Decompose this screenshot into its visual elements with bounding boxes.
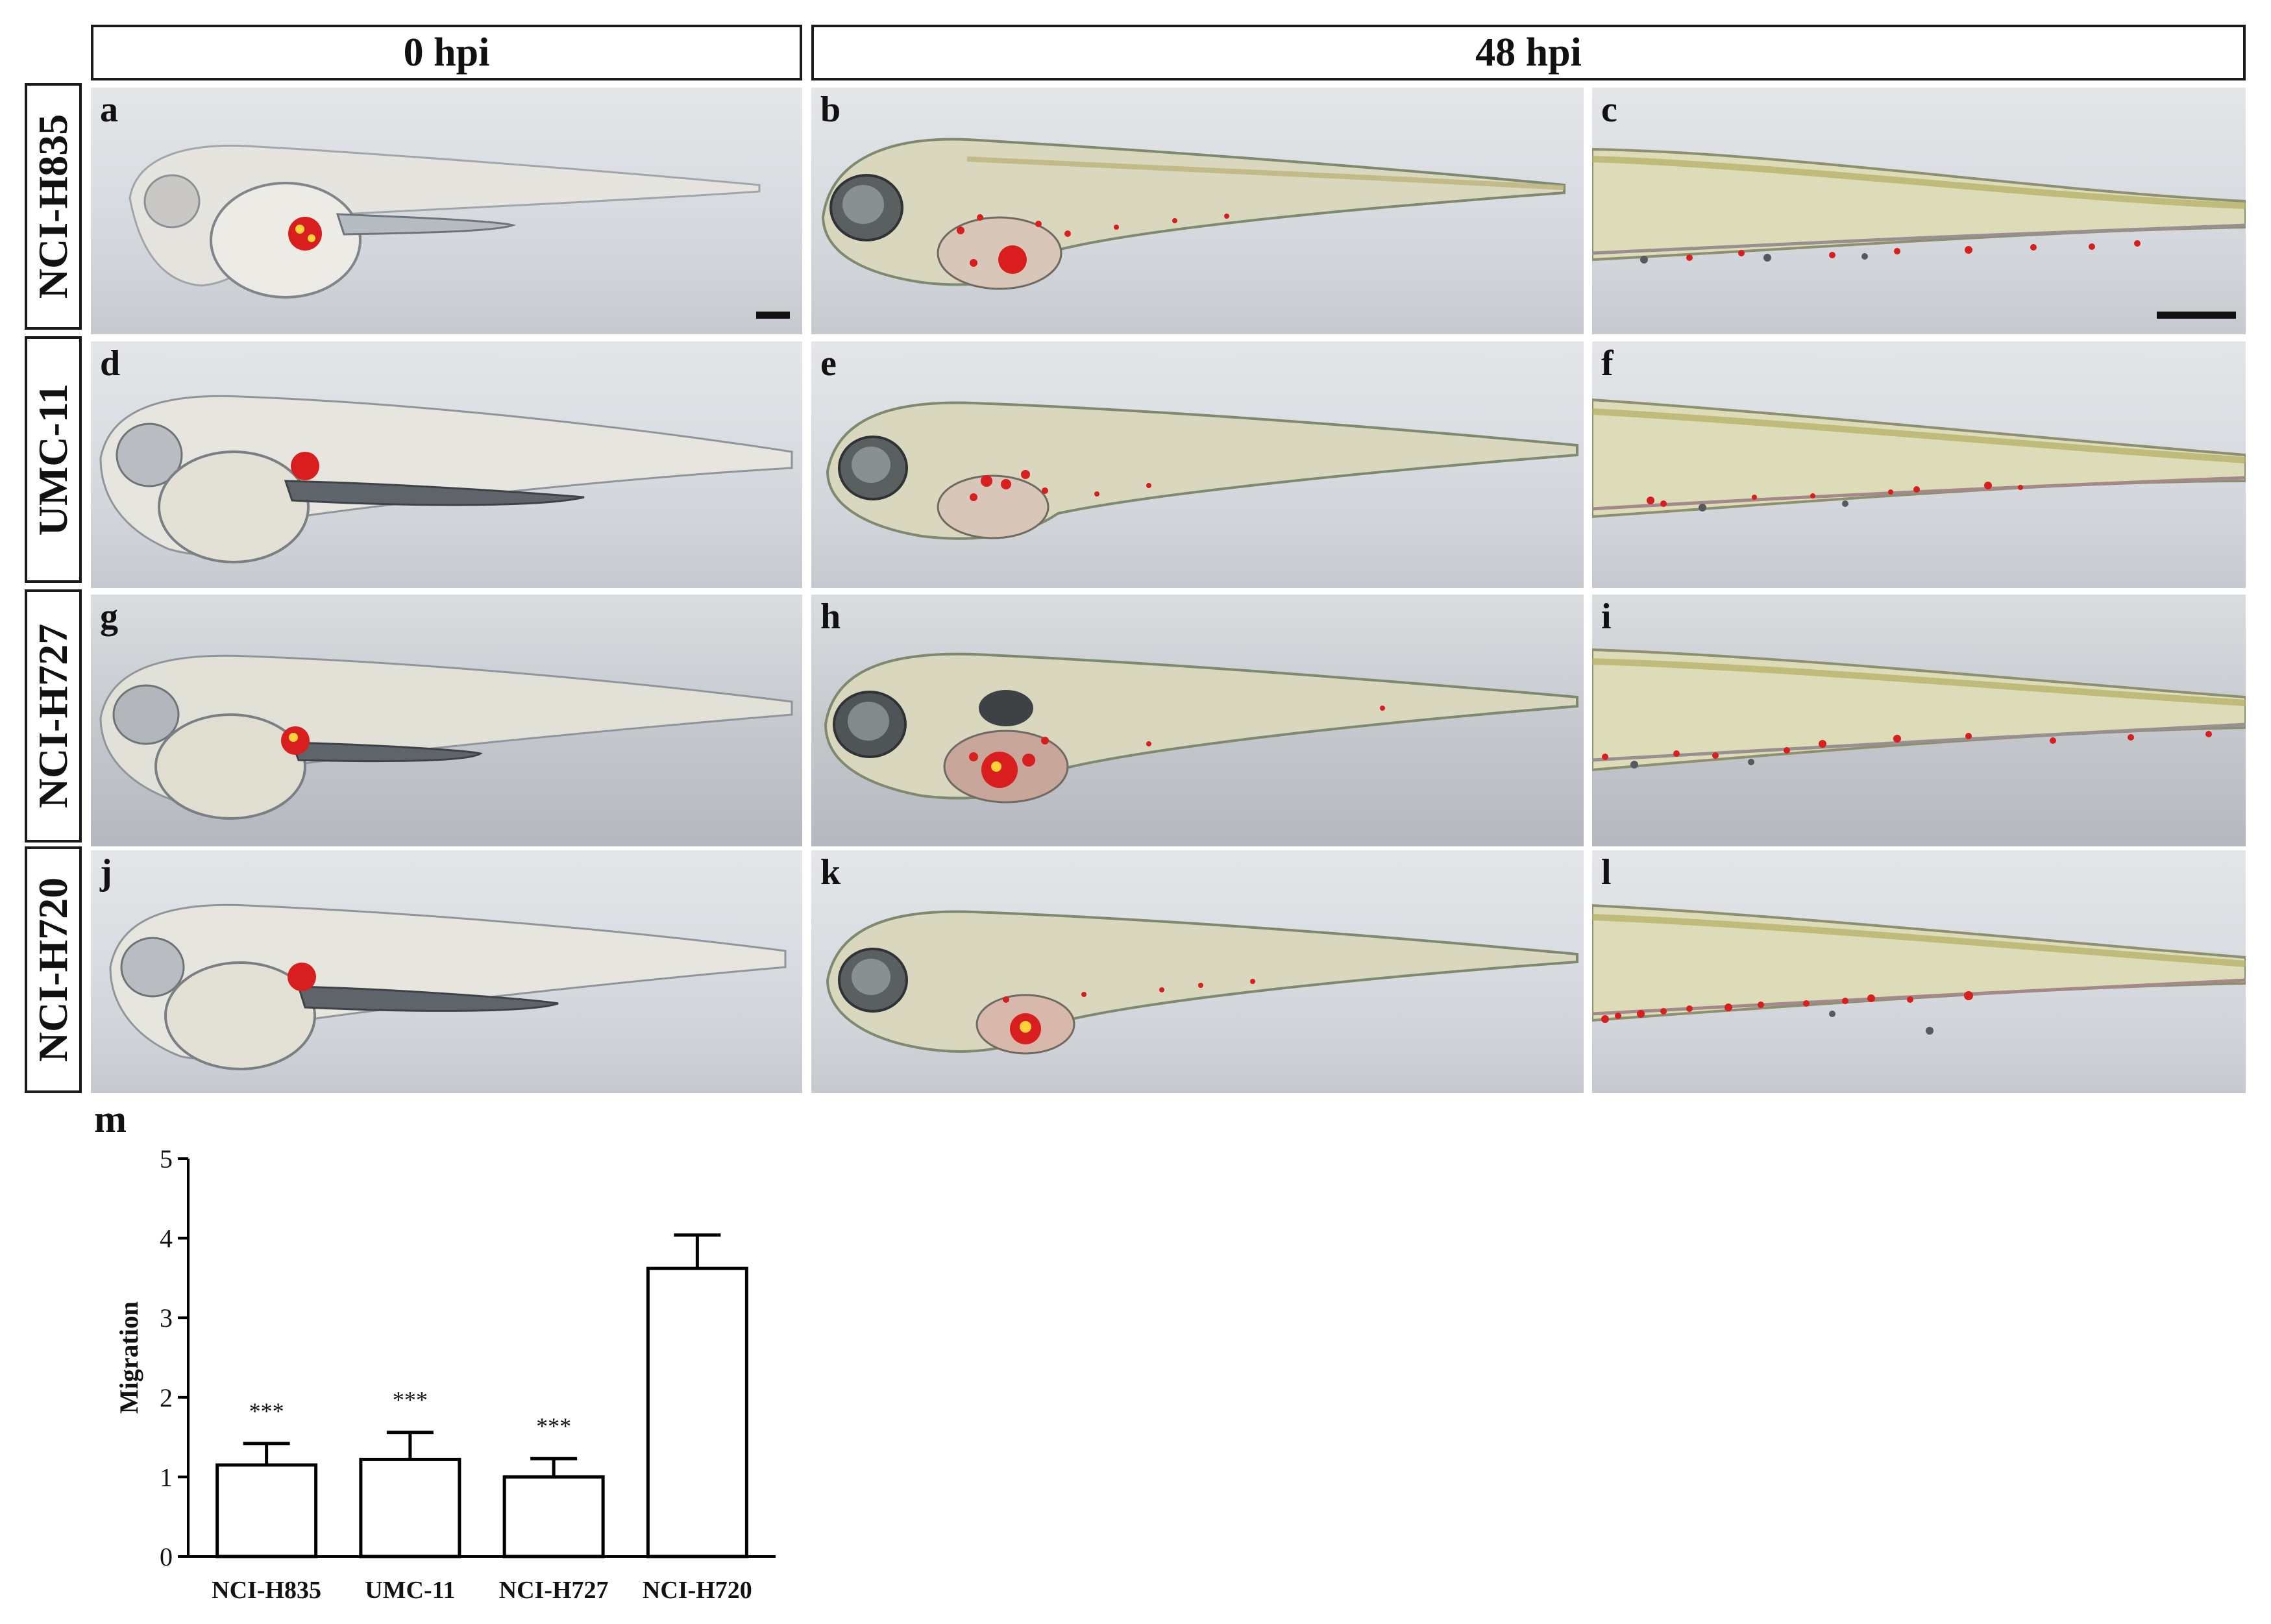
y-tick-label: 0 (160, 1542, 173, 1571)
x-tick-label: NCI-H835 (212, 1577, 321, 1604)
bar (359, 1457, 461, 1558)
panel-e: e (811, 341, 1584, 588)
panel-label: i (1601, 597, 1612, 637)
larva-0hpi-image (129, 144, 761, 299)
panel-f: f (1592, 341, 2246, 588)
panel-k: k (811, 850, 1584, 1093)
larva-48hpi-image (821, 138, 1565, 290)
panel-b: b (811, 88, 1584, 334)
y-tick-label: 2 (160, 1383, 173, 1412)
panel-i: i (1592, 595, 2246, 846)
significance-label: *** (249, 1398, 284, 1424)
panel-label: e (820, 343, 837, 384)
y-axis-label: Migration (114, 1301, 143, 1414)
panel-label: a (100, 90, 118, 130)
y-tick-label: 4 (160, 1224, 173, 1253)
y-tick-label: 3 (160, 1303, 173, 1333)
panel-c: c (1592, 88, 2246, 334)
x-tick-label: NCI-H727 (499, 1577, 609, 1604)
larva-48hpi-image (824, 652, 1578, 804)
panel-d: d (91, 341, 802, 588)
panel-label: b (820, 90, 841, 130)
panel-label-m: m (94, 1098, 127, 1140)
row-label-2: UMC-11 (25, 336, 82, 583)
scale-bar (756, 312, 790, 319)
y-tick-label: 1 (160, 1462, 173, 1492)
panel-label: j (100, 852, 112, 892)
panel-label: d (100, 343, 121, 384)
x-tick-label: NCI-H720 (643, 1577, 752, 1604)
significance-label: *** (393, 1387, 428, 1413)
panel-label: l (1601, 852, 1612, 892)
panel-h: h (811, 595, 1584, 846)
significance-label: *** (536, 1413, 571, 1439)
tail-zoom-image (1592, 648, 2246, 772)
panel-label: g (100, 597, 118, 637)
panel-l: l (1592, 850, 2246, 1093)
panel-j: j (91, 850, 802, 1093)
panel-label: f (1601, 343, 1614, 384)
panel-a: a (91, 88, 802, 334)
tail-zoom-image (1592, 904, 2246, 1035)
panel-g: g (91, 595, 802, 846)
larva-0hpi-image (99, 395, 793, 563)
header-0hpi: 0 hpi (91, 25, 802, 80)
row-label-3: NCI-H727 (25, 589, 82, 843)
row-label-1: NCI-H835 (25, 83, 82, 330)
panel-label: c (1601, 90, 1617, 130)
x-tick-label: UMC-11 (365, 1577, 455, 1604)
panel-label: k (820, 852, 841, 892)
y-tick-label: 5 (160, 1144, 173, 1174)
row-label-4: NCI-H720 (25, 846, 82, 1093)
bar (646, 1266, 748, 1558)
larva-48hpi-image (826, 401, 1578, 540)
bar (215, 1463, 318, 1558)
tail-zoom-image (1592, 398, 2246, 519)
scale-bar (2157, 312, 2236, 319)
bar (502, 1475, 605, 1558)
larva-0hpi-image (99, 654, 793, 820)
larva-0hpi-image (109, 904, 787, 1070)
header-48hpi: 48 hpi (811, 25, 2246, 80)
tail-zoom-image (1592, 147, 2246, 264)
panel-label: h (820, 597, 841, 637)
larva-48hpi-image (826, 910, 1578, 1055)
